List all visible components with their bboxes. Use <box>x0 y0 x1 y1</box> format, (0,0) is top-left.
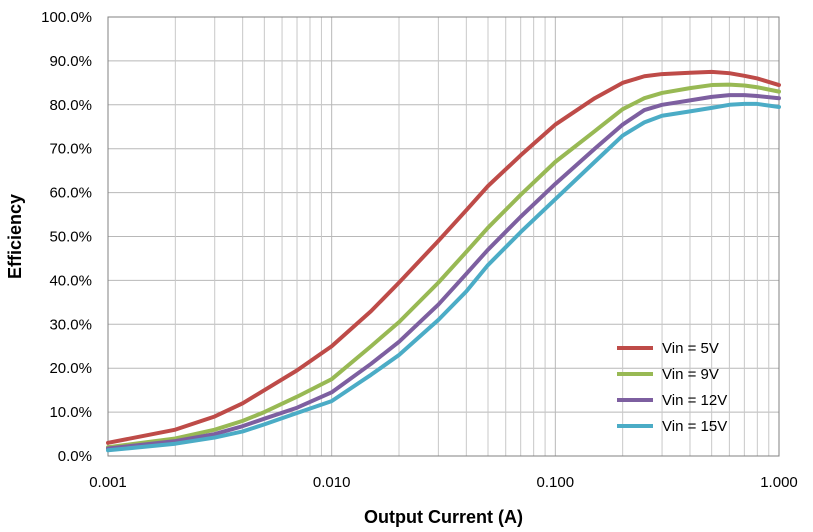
series-line-4 <box>106 101 781 453</box>
series-lines <box>106 69 781 453</box>
y-tick-label: 90.0% <box>49 53 92 70</box>
legend-label-1: Vin = 5V <box>662 340 719 357</box>
y-tick-label: 80.0% <box>49 97 92 114</box>
series-line-1 <box>106 69 781 445</box>
legend-label-2: Vin = 9V <box>662 366 719 383</box>
x-tick-label: 0.001 <box>89 474 127 491</box>
y-axis-tick-labels: 0.0% 10.0% 20.0% 30.0% 40.0% 50.0% 60.0% 70.0% 8… <box>41 9 92 465</box>
legend-label-3: Vin = 12V <box>662 392 727 409</box>
x-tick-label: 1.000 <box>760 474 798 491</box>
series-line-2 <box>106 82 781 450</box>
y-tick-label: 70.0% <box>49 141 92 158</box>
y-tick-label: 0.0% <box>58 448 92 465</box>
plot-area-frame <box>107 16 780 457</box>
y-tick-label: 10.0% <box>49 404 92 421</box>
series-line-3 <box>106 93 781 451</box>
x-axis-title: Output Current (A) <box>364 507 523 527</box>
legend-label-4: Vin = 15V <box>662 418 727 435</box>
x-tick-label: 0.100 <box>537 474 575 491</box>
x-tick-label: 0.010 <box>313 474 351 491</box>
y-tick-label: 20.0% <box>49 360 92 377</box>
y-tick-label: 60.0% <box>49 185 92 202</box>
y-axis-title: Efficiency <box>5 194 25 279</box>
y-tick-label: 100.0% <box>41 9 92 26</box>
y-tick-label: 40.0% <box>49 272 92 289</box>
y-tick-label: 50.0% <box>49 229 92 246</box>
y-tick-label: 30.0% <box>49 316 92 333</box>
x-axis-tick-labels: 0.001 0.010 0.100 1.000 <box>89 474 798 491</box>
legend: Vin = 5V Vin = 9V Vin = 12V Vin = 15V <box>617 340 727 435</box>
